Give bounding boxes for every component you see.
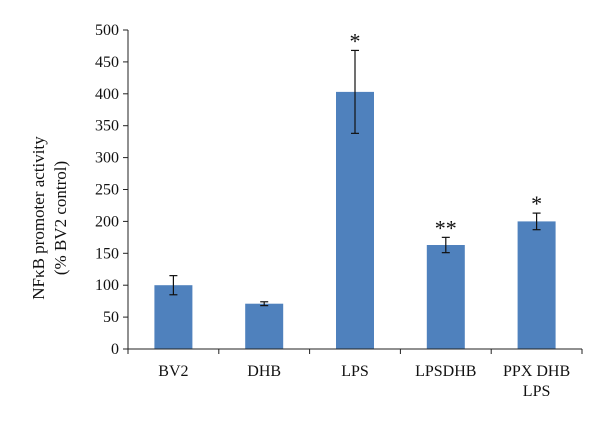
bar bbox=[336, 91, 374, 350]
y-tick-label: 50 bbox=[103, 309, 119, 326]
y-tick-label: 0 bbox=[111, 341, 119, 358]
y-tick-label: 200 bbox=[95, 213, 119, 230]
bar bbox=[154, 285, 193, 349]
bar bbox=[426, 245, 465, 349]
bar bbox=[517, 221, 556, 349]
bar bbox=[245, 303, 284, 349]
significance-marker: * bbox=[531, 191, 542, 216]
y-tick-label: 300 bbox=[95, 150, 119, 167]
x-axis-labels: BV2 DHB LPS LPSDHB PPX DHB LPS bbox=[158, 363, 570, 400]
x-category-label: BV2 bbox=[158, 363, 188, 380]
axes bbox=[127, 30, 583, 354]
y-tick-label: 250 bbox=[95, 182, 119, 199]
significance-marker: ** bbox=[435, 215, 457, 240]
x-category-label: DHB bbox=[247, 363, 281, 380]
y-axis-label: NFκB promoter activity (% BV2 control) bbox=[29, 136, 70, 300]
x-category-label: LPS bbox=[523, 383, 551, 400]
y-tick-label: 450 bbox=[95, 54, 119, 71]
y-tick-label: 500 bbox=[95, 22, 119, 39]
y-tick-label: 350 bbox=[95, 118, 119, 135]
x-category-label: LPS bbox=[341, 363, 369, 380]
x-category-label: PPX DHB bbox=[503, 363, 570, 380]
y-axis-ticks: 0 50 100 150 200 250 300 350 400 450 500 bbox=[95, 22, 128, 358]
significance-marker: * bbox=[350, 28, 361, 53]
y-axis-label-line1: NFκB promoter activity bbox=[29, 136, 48, 300]
y-tick-label: 100 bbox=[95, 277, 119, 294]
y-tick-label: 400 bbox=[95, 86, 119, 103]
bars: **** bbox=[154, 28, 556, 350]
x-category-label: LPSDHB bbox=[415, 363, 476, 380]
y-tick-label: 150 bbox=[95, 245, 119, 262]
y-axis-label-line2: (% BV2 control) bbox=[51, 161, 70, 275]
